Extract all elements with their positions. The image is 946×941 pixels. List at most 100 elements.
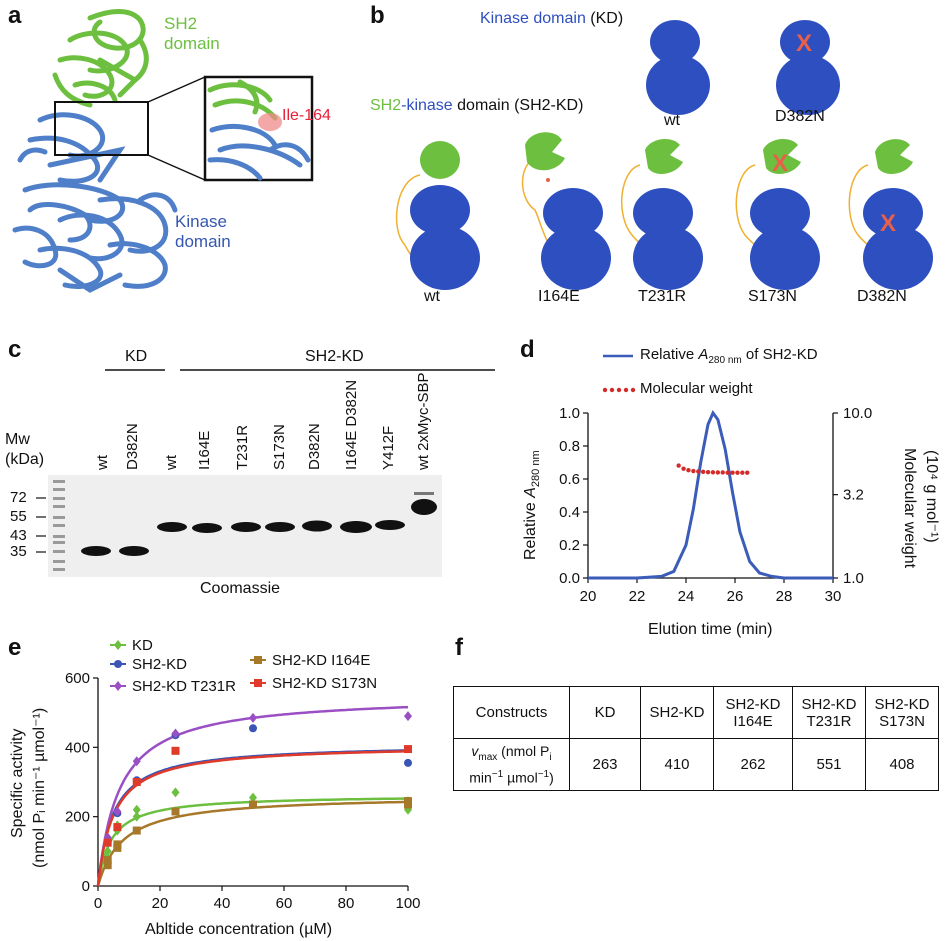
e-x-tick-label: 60 [276,895,293,912]
kd-wt-cartoon [646,20,710,115]
table-cell: 262 [713,738,793,791]
sh2kd-title-sh2: SH2 [370,97,402,114]
legend-label: SH2-KD T231R [132,678,236,695]
kinase-domain-ribbon [12,112,178,293]
mw-dot [720,470,725,475]
mw-dot [740,470,745,475]
gel-caption: Coomassie [200,580,281,597]
data-point [103,853,112,864]
table-header-cell: SH2-KD T231R [792,686,866,739]
d-y2-tick-label: 10.0 [843,405,872,422]
e-ylabel-2: (nmol Pᵢ min⁻¹ µmol⁻¹) [31,708,48,868]
fit-curve [96,800,409,887]
mw-title: Mw (kDa) [5,430,44,470]
panel-a-label: a [8,2,22,29]
kinase-label-line2: domain [175,232,231,251]
data-point [249,724,257,733]
kd-variant-d382n: D382N [775,108,825,125]
d-y-tick-label: 0.2 [559,537,580,554]
lane-label: wt 2xMyc-SBP [415,372,432,470]
gel-background [48,475,442,577]
mw-tick-55: 55 [10,508,27,525]
e-y-tick-label: 200 [65,809,90,826]
mw-dot [686,468,691,473]
e-xlabel: Abltide concentration (µM) [145,921,332,938]
kd-variant-wt: wt [664,112,680,129]
s173n-mutation-mark: X [772,150,789,177]
data-point [249,712,257,723]
e-x-tick-label: 40 [214,895,231,912]
data-point [132,811,141,822]
data-point [404,800,412,809]
sh2kd-variant-s173n: S173N [748,288,797,305]
lane-label: T231R [234,424,251,470]
e-x-tick-label: 0 [94,895,102,912]
mw-dot [710,470,716,475]
table-header-cell: SH2-KD [640,686,714,739]
vmax-table: Constructs KD SH2-KD SH2-KD I164E SH2-KD… [453,686,939,791]
legend-dots-swatch [602,387,636,393]
lane-label: wt [94,455,111,470]
d-right-axis-label-1: Molecular weight [901,448,918,569]
sh2kd-variant-i164e: I164E [538,288,580,305]
d-xlabel: Elution time (min) [648,621,772,638]
table-cell: 408 [865,738,939,791]
lane-label: I164E D382N [343,379,360,470]
e-x-tick-label: 100 [395,895,420,912]
data-point [132,804,141,815]
zoom-box-small [54,101,149,156]
data-point [171,746,180,755]
data-point [103,836,112,845]
data-point [404,758,412,767]
lane-label: D382N [124,423,141,470]
mw-dot [725,470,730,475]
panel-f-label: f [455,634,463,661]
zoom-inset-ribbons [207,79,311,181]
fit-curve [96,797,408,887]
table-header-row: Constructs KD SH2-KD SH2-KD I164E SH2-KD… [453,686,939,739]
data-point [103,856,112,864]
sh2kd-wt-cartoon [395,141,480,290]
d-x-tick-label: 22 [629,588,646,605]
table-cell: 551 [792,738,866,791]
data-point [254,679,262,687]
data-point [171,728,180,739]
mw-dot [676,463,681,468]
elution-curve [588,410,833,580]
sh2-domain-label: SH2 domain [164,14,220,54]
data-point [404,711,412,722]
kinase-domain-label: Kinase domain [175,212,231,252]
data-point [103,832,112,843]
data-point [404,804,412,815]
mw-dot [745,470,750,475]
legend-prefix: Relative [640,346,699,363]
table-header-cell: SH2-KD S173N [865,686,939,739]
table-header-cell: KD [569,686,641,739]
mw-tick-72: 72 [10,489,27,506]
fit-curve [96,750,408,887]
data-point [113,823,122,832]
sh2kd-variant-wt: wt [424,288,440,305]
data-point [103,861,112,870]
ile164-highlight [258,113,282,131]
sh2kd-i164e-cartoon [521,132,611,290]
sh2-label-line2: domain [164,34,220,53]
mw-dot [696,469,701,474]
ile164-label: Ile-164 [282,107,331,124]
kd-title-suffix: (KD) [585,10,624,27]
gel-ladder [53,480,65,571]
data-point [404,797,412,806]
mw-dots [676,463,750,475]
lane-label: S173N [271,424,288,470]
mw-title-line1: Mw [5,431,30,448]
d-y-tick-label: 1.0 [559,405,580,422]
sh2kd-variant-t231r: T231R [638,288,687,305]
group-sh2kd-label: SH2-KD [305,348,364,365]
data-point [114,681,122,691]
legend-label: KD [132,637,153,654]
legend-label: SH2-KD S173N [272,675,377,692]
zoom-box-large [203,75,314,182]
panel-e-label: e [8,634,22,661]
